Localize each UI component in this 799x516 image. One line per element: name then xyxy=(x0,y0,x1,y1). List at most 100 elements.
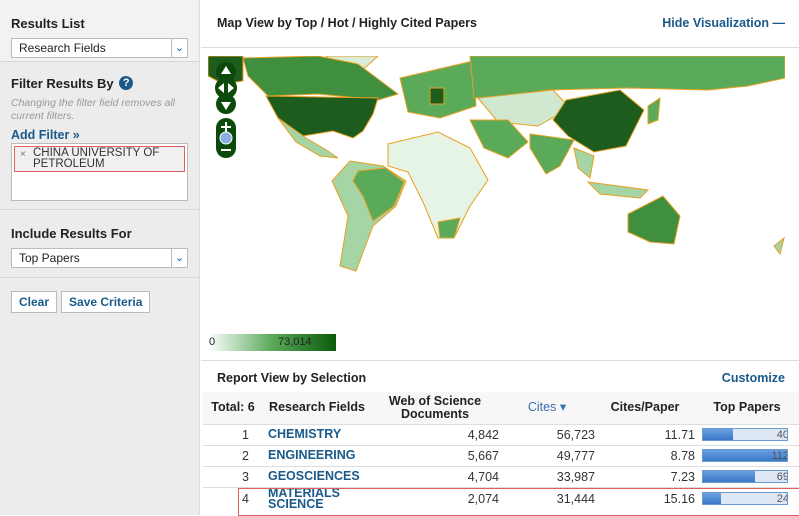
documents-count: 4,842 xyxy=(371,423,499,445)
top-papers-fill xyxy=(703,471,756,482)
top-papers-value: 69 xyxy=(776,471,788,483)
results-table: Total: 6 Research Fields Web of Science … xyxy=(203,392,799,510)
region-southeast-asia xyxy=(573,147,595,179)
field-link[interactable]: MATERIALS SCIENCE xyxy=(263,486,371,510)
remove-icon[interactable]: × xyxy=(20,149,26,160)
chevron-down-icon[interactable]: ⌄ xyxy=(171,39,187,57)
region-russia xyxy=(469,56,785,99)
filter-tag-label: CHINA UNIVERSITY OF PETROLEUM xyxy=(33,147,160,170)
field-link[interactable]: GEOSCIENCES xyxy=(263,465,371,487)
results-list-section: Results List Research Fields ⌄ xyxy=(0,0,199,62)
cites-per-paper: 7.23 xyxy=(595,465,695,487)
clear-button[interactable]: Clear xyxy=(11,291,58,313)
zoom-in-icon xyxy=(221,122,231,132)
top-papers-cell: 112 xyxy=(695,444,799,466)
map-title: Map View by Top / Hot / Highly Cited Pap… xyxy=(217,16,477,30)
rank: 1 xyxy=(203,423,263,445)
col-cites[interactable]: Cites ▾ xyxy=(499,392,595,424)
save-criteria-button[interactable]: Save Criteria xyxy=(61,291,151,313)
top-papers-bar[interactable]: 112 xyxy=(702,449,788,462)
pan-up-icon xyxy=(221,66,231,74)
region-middle-east xyxy=(469,119,529,159)
cites-per-paper: 15.16 xyxy=(595,486,695,510)
world-map[interactable] xyxy=(208,56,785,276)
top-papers-bar[interactable]: 40 xyxy=(702,428,788,441)
include-section: Include Results For Top Papers ⌄ xyxy=(0,210,199,278)
top-papers-fill xyxy=(703,429,734,440)
region-india xyxy=(529,133,575,175)
customize-link[interactable]: Customize xyxy=(721,371,785,385)
region-indonesia xyxy=(586,181,650,199)
col-top-papers[interactable]: Top Papers xyxy=(695,392,799,424)
cites-count: 31,444 xyxy=(499,486,595,510)
filter-note: Changing the filter field removes all cu… xyxy=(11,97,176,122)
rank: 4 xyxy=(203,486,263,510)
hide-visualization-link[interactable]: Hide Visualization — xyxy=(662,16,785,30)
region-south-africa xyxy=(437,217,461,239)
add-filter-link[interactable]: Add Filter » xyxy=(11,128,80,142)
filter-tag: × CHINA UNIVERSITY OF PETROLEUM xyxy=(14,146,185,172)
region-brazil xyxy=(352,167,405,222)
table-row: 4 MATERIALS SCIENCE 2,074 31,444 15.16 2… xyxy=(203,486,799,510)
cites-per-paper: 11.71 xyxy=(595,423,695,445)
filter-box[interactable]: × CHINA UNIVERSITY OF PETROLEUM xyxy=(11,143,188,201)
col-cites-per-paper[interactable]: Cites/Paper xyxy=(595,392,695,424)
region-australia xyxy=(627,195,681,245)
rank: 2 xyxy=(203,444,263,466)
map-legend: 0 73,014 xyxy=(208,334,336,351)
region-mexico xyxy=(277,117,339,159)
region-germany xyxy=(429,87,445,105)
col-research-fields[interactable]: Research Fields xyxy=(263,392,371,424)
results-list-value: Research Fields xyxy=(19,41,106,55)
table-row: 1 CHEMISTRY 4,842 56,723 11.71 40 xyxy=(203,423,799,445)
documents-count: 4,704 xyxy=(371,465,499,487)
region-central-asia xyxy=(477,89,571,127)
map-navigation-controls[interactable] xyxy=(215,62,237,158)
top-papers-value: 112 xyxy=(771,450,788,462)
results-list-label: Results List xyxy=(11,16,85,31)
table-row: 3 GEOSCIENCES 4,704 33,987 7.23 69 xyxy=(203,465,799,487)
documents-count: 2,074 xyxy=(371,486,499,510)
cites-count: 49,777 xyxy=(499,444,595,466)
region-japan xyxy=(647,97,661,125)
pan-down-icon xyxy=(221,102,231,110)
main-panel: Map View by Top / Hot / Highly Cited Pap… xyxy=(201,0,799,516)
top-papers-cell: 69 xyxy=(695,465,799,487)
field-link[interactable]: CHEMISTRY xyxy=(263,423,371,445)
top-papers-cell: 24 xyxy=(695,486,799,510)
sidebar: Results List Research Fields ⌄ Filter Res… xyxy=(0,0,200,515)
top-papers-fill xyxy=(703,450,787,461)
filter-label: Filter Results By xyxy=(11,76,114,91)
pan-right-icon xyxy=(228,83,234,93)
field-link[interactable]: ENGINEERING xyxy=(263,444,371,466)
include-label: Include Results For xyxy=(11,226,132,241)
top-papers-bar[interactable]: 24 xyxy=(702,492,788,505)
results-list-select[interactable]: Research Fields ⌄ xyxy=(11,38,188,58)
table-row: 2 ENGINEERING 5,667 49,777 8.78 112 xyxy=(203,444,799,466)
top-papers-fill xyxy=(703,493,721,504)
region-new-zealand xyxy=(773,236,785,256)
top-papers-cell: 40 xyxy=(695,423,799,445)
cites-count: 56,723 xyxy=(499,423,595,445)
include-select[interactable]: Top Papers ⌄ xyxy=(11,248,188,268)
cites-per-paper: 8.78 xyxy=(595,444,695,466)
top-papers-value: 40 xyxy=(776,429,788,441)
include-value: Top Papers xyxy=(19,251,80,265)
legend-max: 73,014 xyxy=(278,336,312,348)
col-documents[interactable]: Web of Science Documents xyxy=(371,392,499,424)
report-title: Report View by Selection xyxy=(217,371,367,385)
chevron-down-icon[interactable]: ⌄ xyxy=(171,249,187,267)
top-papers-value: 24 xyxy=(776,493,788,505)
col-total: Total: 6 xyxy=(203,392,263,424)
globe-icon xyxy=(219,131,233,145)
rank: 3 xyxy=(203,465,263,487)
legend-min: 0 xyxy=(209,336,216,348)
documents-count: 5,667 xyxy=(371,444,499,466)
report-section: Report View by Selection Customize Total… xyxy=(201,360,799,516)
region-usa xyxy=(265,95,379,139)
help-icon[interactable]: ? xyxy=(119,76,134,90)
minus-icon: — xyxy=(772,16,786,30)
cites-count: 33,987 xyxy=(499,465,595,487)
pan-left-icon xyxy=(218,83,224,93)
top-papers-bar[interactable]: 69 xyxy=(702,470,788,483)
